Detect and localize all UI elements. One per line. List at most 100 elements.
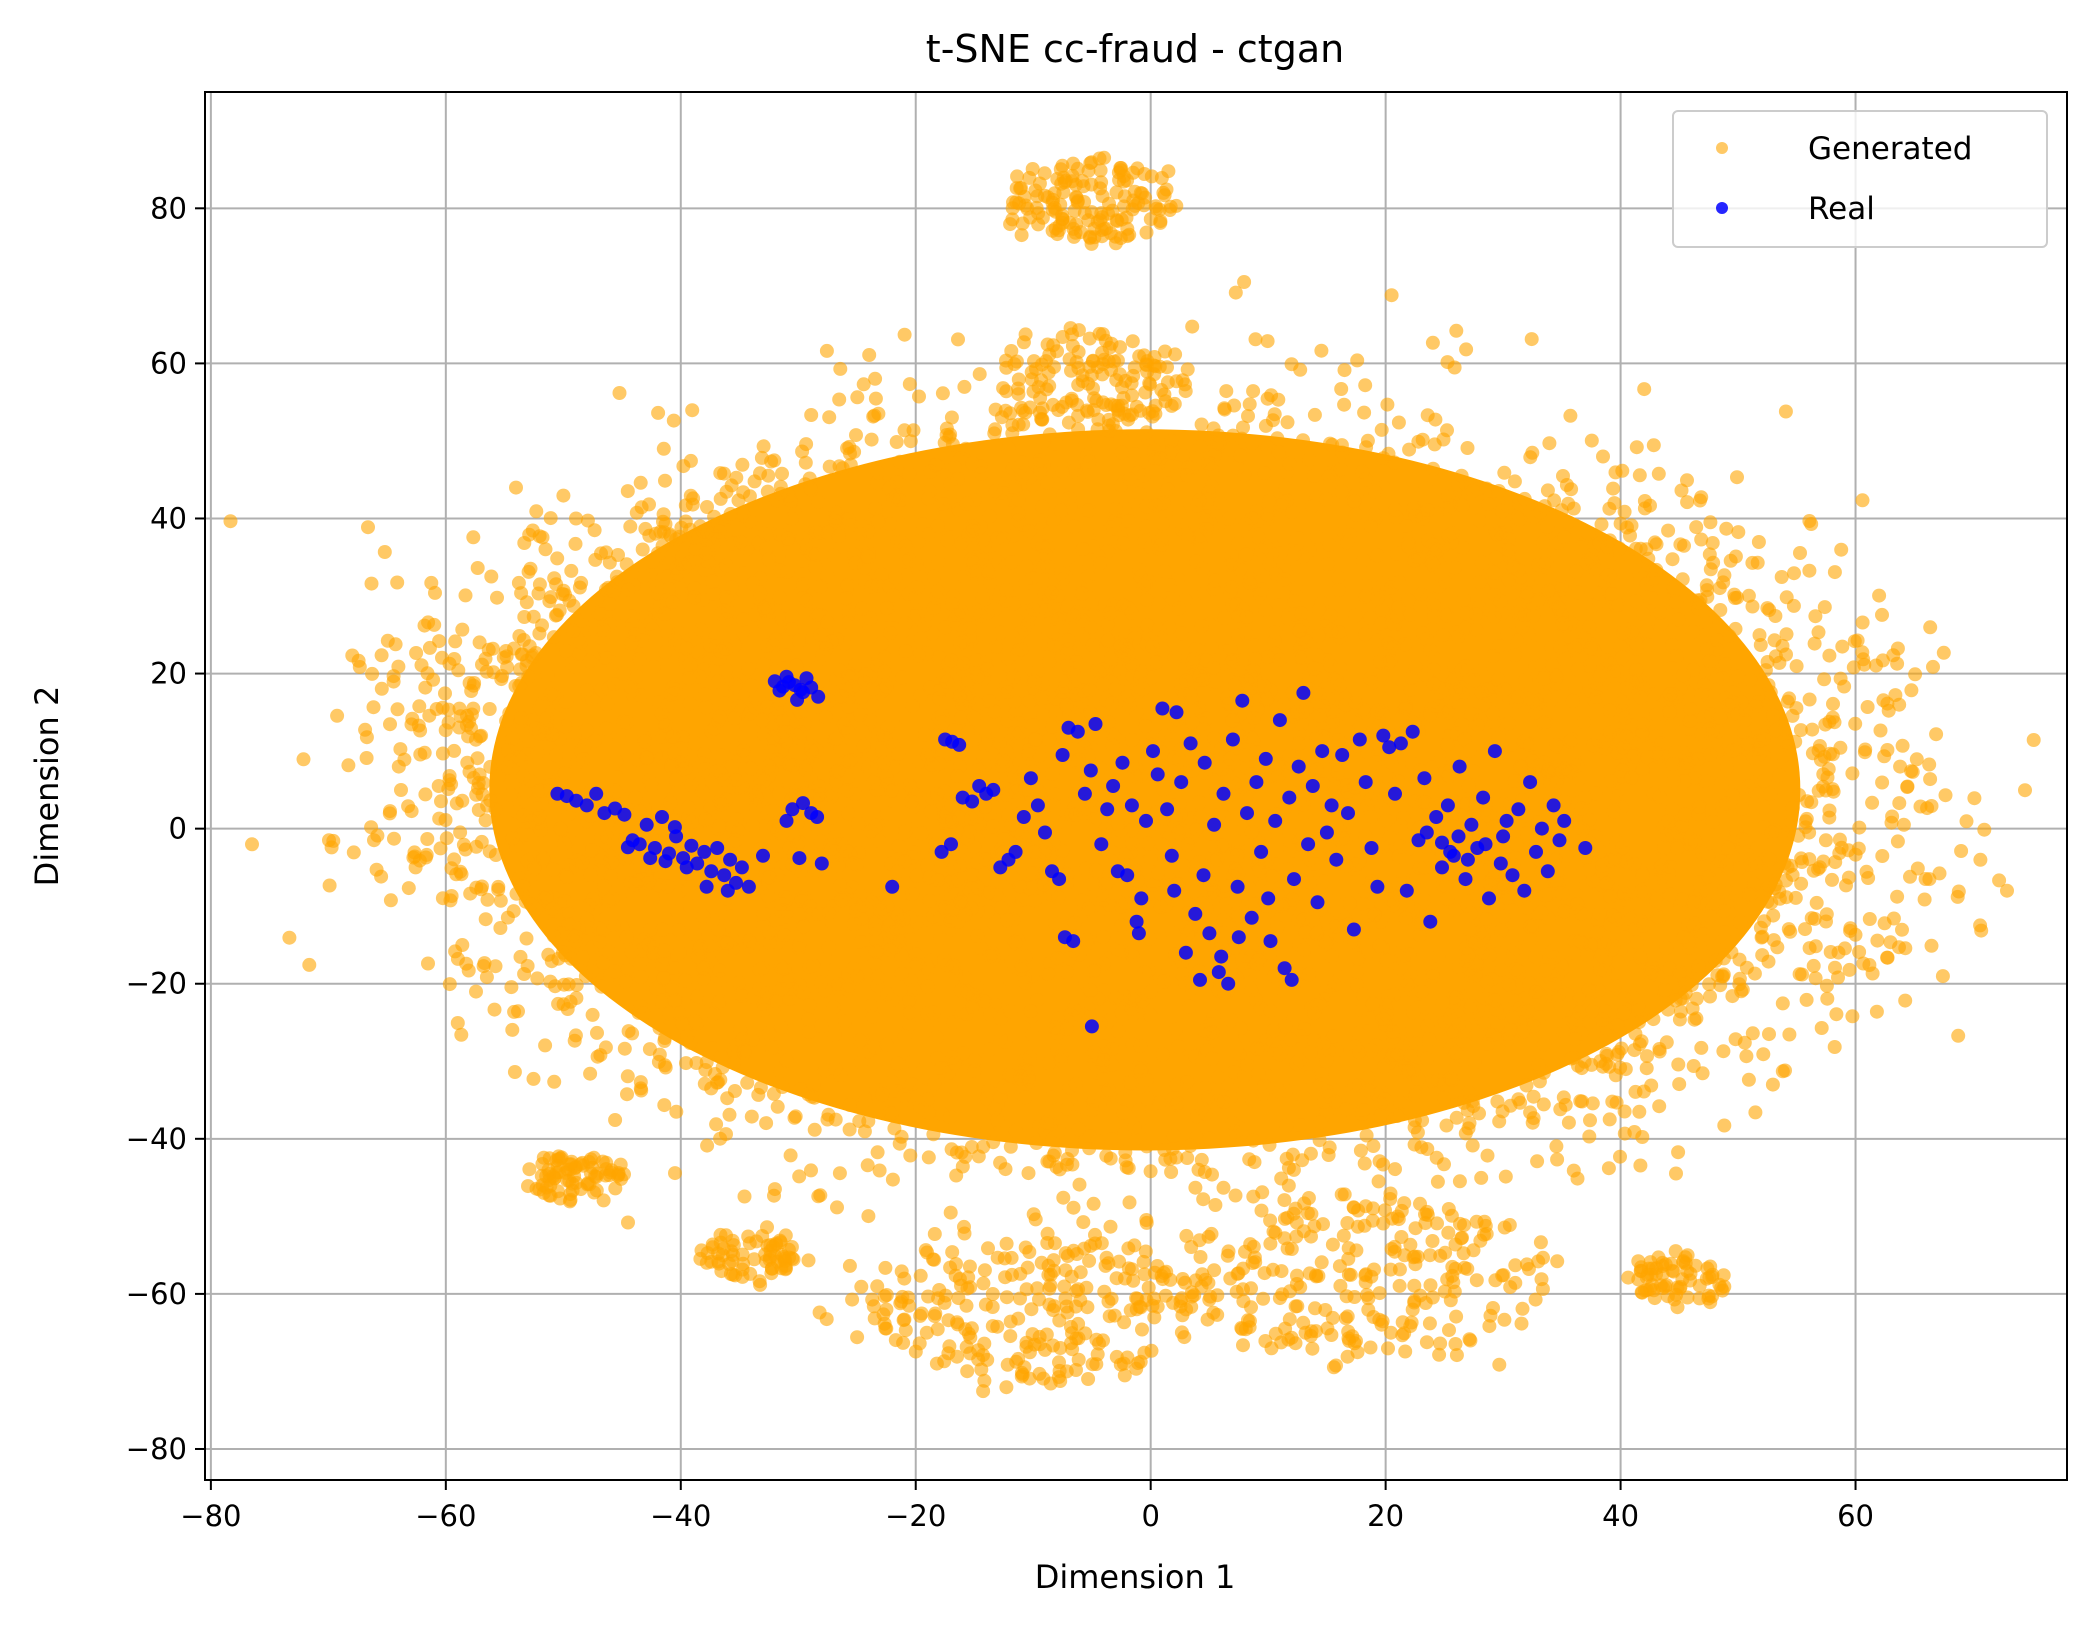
generated-point (754, 885, 769, 900)
generated-point (547, 571, 562, 586)
generated-point (1383, 882, 1398, 897)
generated-point (1629, 594, 1644, 609)
generated-point (1202, 1131, 1217, 1146)
generated-point (1812, 860, 1827, 875)
generated-point (1611, 1045, 1626, 1059)
generated-point (553, 821, 568, 836)
generated-point (613, 819, 628, 834)
generated-point (854, 1055, 868, 1070)
generated-point (412, 699, 427, 714)
generated-point (1448, 682, 1463, 697)
generated-point (1549, 775, 1564, 790)
generated-point (714, 1049, 729, 1064)
generated-point (1085, 608, 1100, 623)
generated-point (1225, 713, 1240, 728)
generated-point (852, 1033, 867, 1048)
generated-point (1104, 520, 1118, 535)
generated-point (1756, 800, 1771, 815)
generated-point (487, 1002, 502, 1017)
generated-point (1104, 696, 1119, 711)
generated-point (722, 1107, 737, 1122)
generated-point (1138, 719, 1153, 734)
generated-point (892, 454, 907, 469)
generated-point (505, 831, 520, 846)
generated-point (1542, 887, 1556, 902)
generated-point (1041, 967, 1056, 982)
generated-point (818, 636, 833, 651)
generated-point (1819, 914, 1833, 929)
generated-point (1350, 353, 1365, 368)
generated-point (447, 652, 462, 666)
generated-point (1593, 669, 1608, 683)
generated-point (709, 764, 723, 779)
generated-point (946, 1015, 961, 1030)
generated-point (1683, 702, 1698, 717)
generated-point (966, 520, 981, 535)
generated-point (1765, 1077, 1780, 1092)
generated-point (580, 920, 595, 935)
generated-point (427, 617, 442, 632)
generated-point (1210, 852, 1225, 867)
generated-point (1069, 754, 1084, 769)
generated-point (529, 504, 544, 519)
generated-point (1384, 755, 1399, 770)
generated-point (757, 1003, 771, 1017)
generated-point (1892, 796, 1907, 811)
generated-point (1557, 794, 1572, 809)
generated-point (681, 882, 696, 897)
generated-point (1296, 912, 1310, 927)
generated-point (594, 979, 609, 994)
generated-point (1172, 505, 1187, 520)
generated-point (1917, 892, 1932, 907)
generated-point (712, 651, 727, 666)
generated-point (1028, 732, 1042, 747)
generated-point (1568, 680, 1583, 695)
generated-point (1745, 599, 1760, 614)
generated-point (1464, 998, 1479, 1013)
generated-point (836, 717, 851, 732)
generated-point (1649, 893, 1664, 908)
generated-point (1133, 1039, 1148, 1053)
generated-point (1187, 884, 1202, 899)
generated-point (1374, 897, 1389, 912)
generated-point (540, 668, 555, 683)
generated-point (978, 799, 993, 814)
generated-point (767, 1188, 781, 1203)
generated-point (1278, 480, 1293, 495)
generated-point (1609, 599, 1624, 614)
generated-point (1049, 437, 1064, 451)
generated-point (980, 563, 995, 578)
generated-point (1482, 948, 1497, 963)
generated-point (1285, 505, 1300, 520)
generated-point (804, 408, 819, 422)
generated-point (1592, 594, 1607, 609)
generated-point (460, 708, 474, 723)
generated-point (889, 1084, 904, 1098)
generated-point (1292, 937, 1307, 952)
generated-point (1067, 519, 1082, 534)
generated-point (784, 622, 799, 636)
generated-point (993, 1155, 1008, 1170)
generated-point (1342, 527, 1357, 542)
generated-point (1035, 499, 1050, 514)
generated-point (1726, 743, 1740, 758)
generated-point (520, 828, 535, 842)
generated-point (1613, 1149, 1627, 1164)
generated-point (422, 708, 437, 723)
generated-point (764, 1041, 779, 1056)
generated-point (1664, 692, 1679, 707)
generated-point (667, 993, 682, 1008)
generated-point (1247, 693, 1262, 707)
generated-point (949, 1168, 964, 1183)
generated-point (1090, 1134, 1105, 1148)
generated-point (1371, 1174, 1386, 1189)
generated-point (1233, 448, 1248, 463)
generated-point (1081, 901, 1096, 916)
generated-point (714, 946, 729, 961)
generated-point (1561, 515, 1576, 530)
generated-point (1091, 412, 1106, 427)
generated-point (864, 432, 879, 447)
generated-point (1459, 840, 1474, 855)
generated-point (1518, 673, 1533, 688)
generated-point (1468, 607, 1483, 622)
